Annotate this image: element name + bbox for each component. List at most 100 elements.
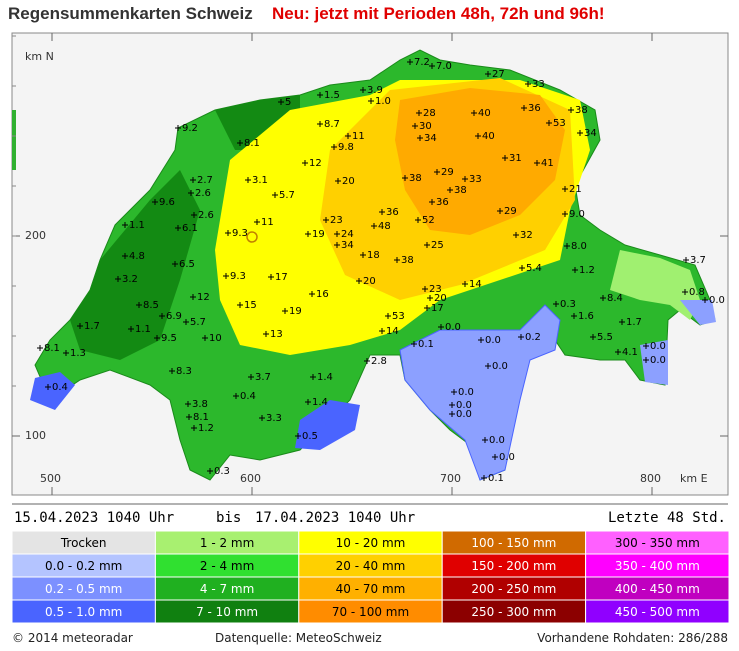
- station-marker: [331, 144, 337, 150]
- x-tick-label: 800: [640, 472, 661, 485]
- station-marker: [237, 302, 243, 308]
- station-value: 8.7: [324, 119, 340, 130]
- station-marker: [485, 71, 491, 77]
- station-marker: [525, 81, 531, 87]
- station-marker: [643, 357, 649, 363]
- station-marker: [248, 374, 254, 380]
- station-marker: [546, 120, 552, 126]
- station-marker: [434, 169, 440, 175]
- legend-label: 10 - 20 mm: [336, 536, 406, 550]
- station-marker: [122, 222, 128, 228]
- station-marker: [317, 92, 323, 98]
- station-value: 33: [532, 79, 545, 90]
- station-value: 17: [275, 272, 288, 283]
- station-value: 36: [386, 207, 399, 218]
- station-marker: [310, 374, 316, 380]
- blue-zone: [295, 400, 360, 450]
- station-marker: [379, 209, 385, 215]
- station-value: 3.2: [122, 274, 138, 285]
- station-value: 40: [478, 108, 491, 119]
- station-value: 6.5: [179, 259, 195, 270]
- footer-copyright: © 2014 meteoradar: [12, 631, 133, 645]
- legend-label: 350 - 400 mm: [615, 559, 700, 573]
- station-marker: [175, 225, 181, 231]
- station-marker: [471, 110, 477, 116]
- station-value: 8.0: [571, 241, 587, 252]
- legend-label: 0.0 - 0.2 mm: [45, 559, 122, 573]
- station-value: 3.9: [367, 85, 383, 96]
- legend-label: Trocken: [60, 536, 107, 550]
- station-value: 1.5: [324, 90, 340, 101]
- station-marker: [449, 402, 455, 408]
- station-value: 0.0: [456, 400, 472, 411]
- station-value: 5.4: [526, 263, 542, 274]
- station-marker: [478, 337, 484, 343]
- station-value: 8.1: [44, 343, 60, 354]
- station-value: 1.4: [317, 372, 333, 383]
- station-value: 38: [454, 185, 467, 196]
- station-marker: [553, 301, 559, 307]
- blue-zone: [680, 300, 716, 325]
- station-marker: [305, 399, 311, 405]
- station-marker: [233, 393, 239, 399]
- station-value: 9.3: [232, 228, 248, 239]
- station-value: 14: [386, 326, 399, 337]
- notice: Neu: jetzt mit Perioden 48h, 72h und 96h…: [272, 4, 605, 23]
- station-marker: [154, 335, 160, 341]
- station-marker: [412, 123, 418, 129]
- station-marker: [323, 217, 329, 223]
- station-value: 0.2: [525, 332, 541, 343]
- station-marker: [417, 135, 423, 141]
- legend-label: 100 - 150 mm: [471, 536, 556, 550]
- legend-label: 300 - 350 mm: [615, 536, 700, 550]
- period-from: 15.04.2023 1040 Uhr: [14, 510, 174, 526]
- footer-source: Datenquelle: MeteoSchweiz: [215, 631, 382, 645]
- station-value: 48: [378, 221, 391, 232]
- station-value: 6.9: [166, 311, 182, 322]
- station-marker: [411, 341, 417, 347]
- station-value: 31: [509, 153, 522, 164]
- axis-ticks: 200 100 500 600 700 800: [12, 33, 728, 495]
- y-tick-label: 200: [25, 229, 46, 242]
- station-value: 24: [341, 229, 354, 240]
- station-marker: [568, 107, 574, 113]
- station-marker: [63, 350, 69, 356]
- station-value: 21: [569, 184, 582, 195]
- station-value: 0.0: [650, 341, 666, 352]
- x-tick-label: 500: [40, 472, 61, 485]
- station-marker: [577, 130, 583, 136]
- station-marker: [429, 63, 435, 69]
- station-value: 13: [270, 329, 283, 340]
- station-marker: [202, 335, 208, 341]
- station-value: 0.3: [214, 466, 230, 477]
- axis-label-east: km E: [680, 472, 708, 485]
- station-marker: [37, 345, 43, 351]
- station-marker: [225, 230, 231, 236]
- stations: 7.2 7.0 27 33 3.91.0 1.5 5 28 40 36 38 53 34 9.2 8.7 30…: [37, 57, 725, 484]
- station-value: 1.0: [375, 96, 391, 107]
- station-marker: [462, 281, 468, 287]
- station-marker: [438, 324, 444, 330]
- station-value: 3.1: [252, 175, 268, 186]
- station-marker: [429, 199, 435, 205]
- station-value: 53: [553, 118, 566, 129]
- x-tick-label: 600: [240, 472, 261, 485]
- station-value: 1.6: [578, 311, 594, 322]
- station-marker: [402, 175, 408, 181]
- station-value: 1.1: [135, 324, 151, 335]
- station-value: 0.8: [689, 287, 705, 298]
- station-marker: [223, 273, 229, 279]
- legend-label: 200 - 250 mm: [471, 582, 556, 596]
- station-marker: [334, 242, 340, 248]
- title: Regensummenkarten Schweiz: [8, 4, 253, 23]
- legend-label: 1 - 2 mm: [200, 536, 254, 550]
- station-value: 17: [431, 303, 444, 314]
- station-marker: [518, 334, 524, 340]
- station-marker: [562, 186, 568, 192]
- station-value: 23: [330, 215, 343, 226]
- footer-raw-data: Vorhandene Rohdaten: 286/288: [537, 631, 728, 645]
- station-value: 36: [436, 197, 449, 208]
- station-marker: [424, 305, 430, 311]
- station-marker: [268, 274, 274, 280]
- station-value: 0.0: [709, 295, 725, 306]
